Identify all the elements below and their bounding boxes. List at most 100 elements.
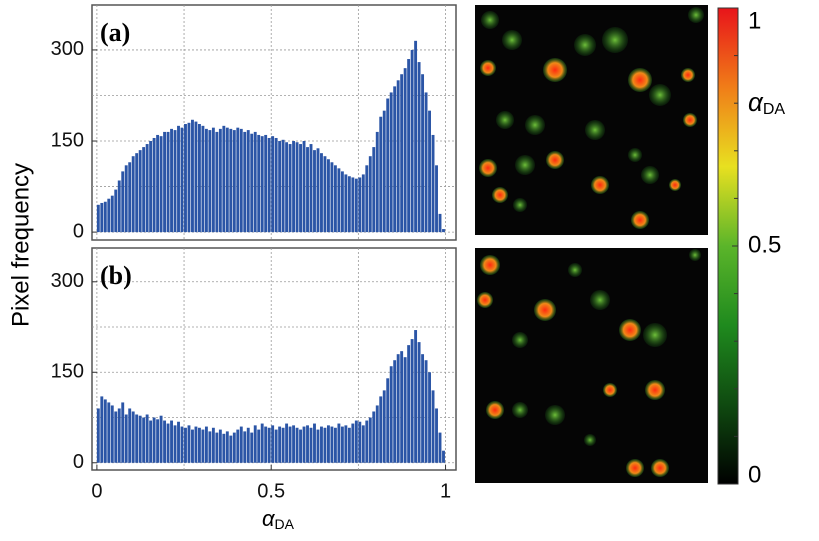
bar: [204, 128, 208, 233]
bar: [239, 128, 243, 233]
bar: [428, 110, 431, 233]
bar: [442, 229, 445, 233]
bar: [135, 153, 139, 233]
colorbar-label-sub: DA: [763, 101, 786, 118]
bar: [281, 139, 285, 233]
bar: [386, 98, 390, 233]
bar: [121, 171, 125, 233]
bar: [278, 426, 282, 463]
bar: [103, 399, 107, 463]
bar: [302, 426, 306, 463]
bar: [197, 427, 201, 463]
bar: [197, 124, 201, 233]
bar: [340, 426, 344, 463]
bar: [361, 174, 365, 233]
bar: [131, 411, 135, 463]
bar: [340, 171, 344, 233]
bar: [386, 378, 390, 463]
bar: [368, 417, 372, 463]
bar: [435, 165, 438, 233]
bar: [421, 354, 425, 463]
bar: [292, 141, 296, 233]
bar: [184, 124, 187, 233]
bar: [103, 201, 107, 233]
bar: [246, 427, 250, 463]
bar: [100, 396, 104, 463]
bar: [330, 426, 334, 463]
bar: [288, 144, 292, 233]
bar: [316, 148, 320, 233]
bar: [344, 425, 348, 463]
bar: [354, 420, 358, 463]
bar: [295, 427, 299, 463]
bar: [393, 86, 397, 233]
bar: [333, 427, 337, 463]
bar: [260, 136, 264, 233]
bar: [180, 127, 184, 233]
bar: [344, 174, 348, 233]
bar: [163, 420, 167, 463]
bar: [347, 427, 351, 463]
bar: [372, 411, 376, 463]
bar: [257, 134, 261, 233]
bar: [156, 134, 160, 233]
bar: [410, 339, 414, 463]
bar: [173, 130, 177, 233]
bar: [236, 127, 240, 233]
bar: [431, 134, 435, 233]
colorbar-label: αDA: [748, 87, 785, 118]
bar: [375, 405, 379, 463]
colorbar-tick-label: 0: [748, 461, 761, 488]
bar: [407, 59, 411, 233]
x-axis-label: αDA: [262, 506, 295, 532]
bar: [330, 162, 334, 233]
bar: [131, 156, 135, 233]
bar: [372, 147, 376, 233]
bar: [187, 122, 191, 233]
bar: [396, 354, 400, 463]
bar: [389, 366, 393, 463]
bar: [260, 423, 264, 463]
bar: [358, 421, 362, 463]
y-tick-label: 300: [51, 38, 84, 60]
bar: [379, 116, 383, 233]
bar: [267, 427, 271, 463]
bar: [326, 425, 330, 463]
bar: [407, 345, 411, 463]
bar: [431, 390, 435, 463]
bar: [274, 137, 278, 233]
bar: [149, 420, 153, 463]
bar: [177, 421, 180, 463]
bar: [337, 423, 341, 463]
bar: [274, 429, 278, 463]
bar: [222, 125, 226, 233]
bar: [170, 420, 173, 463]
bar: [232, 432, 236, 463]
x-tick-label: 1: [440, 480, 451, 502]
bar: [142, 147, 146, 233]
bar: [306, 425, 309, 463]
bar: [320, 426, 323, 463]
bar: [225, 431, 229, 463]
bar: [403, 68, 407, 233]
bar: [421, 74, 425, 233]
bar: [351, 177, 355, 233]
y-axis-label: Pixel frequency: [7, 163, 34, 327]
bar: [194, 426, 198, 463]
image-b: [475, 248, 708, 483]
y-tick-label: 0: [73, 451, 84, 473]
bar: [281, 427, 285, 463]
bar: [124, 165, 128, 233]
bar: [400, 351, 404, 463]
bar: [166, 131, 170, 233]
bar: [128, 162, 132, 233]
bar: [149, 141, 153, 233]
bar: [215, 432, 219, 463]
bar: [229, 435, 233, 463]
bar: [428, 372, 431, 463]
bar: [382, 390, 386, 463]
bar: [347, 176, 351, 233]
bar: [309, 144, 313, 233]
bar: [173, 425, 177, 463]
